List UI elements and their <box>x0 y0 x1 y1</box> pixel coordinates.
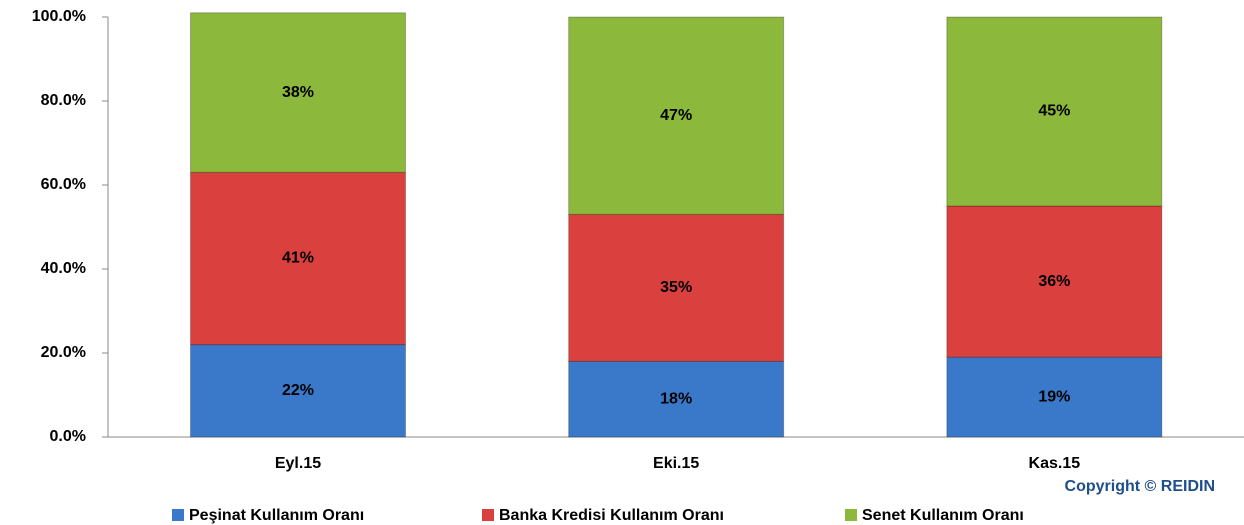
legend-swatch <box>845 509 857 521</box>
x-tick-label: Eki.15 <box>653 455 699 472</box>
data-label: 18% <box>660 390 692 407</box>
legend-label: Banka Kredisi Kullanım Oranı <box>499 507 724 524</box>
data-label: 38% <box>282 84 314 101</box>
data-label: 45% <box>1038 103 1070 120</box>
bar-segment <box>190 344 406 438</box>
data-label: 41% <box>282 250 314 267</box>
bar-segment <box>190 12 406 173</box>
data-label: 19% <box>1038 388 1070 405</box>
y-tick-label: 20.0% <box>41 344 86 361</box>
y-tick-label: 60.0% <box>41 176 86 193</box>
data-label: 36% <box>1038 273 1070 290</box>
bar-segment <box>190 171 406 346</box>
bar-segment <box>568 360 785 438</box>
legend-label: Peşinat Kullanım Oranı <box>189 507 364 524</box>
data-label: 35% <box>660 279 692 296</box>
y-tick-label: 40.0% <box>41 260 86 277</box>
bar-segment <box>946 16 1163 207</box>
bar-segment <box>568 16 785 215</box>
bar-segment <box>568 213 785 362</box>
data-label: 47% <box>660 107 692 124</box>
legend-swatch <box>482 509 494 521</box>
y-tick-label: 80.0% <box>41 92 86 109</box>
bar-segment <box>946 205 1163 358</box>
x-tick-label: Eyl.15 <box>275 455 321 472</box>
y-tick-label: 100.0% <box>32 8 86 25</box>
copyright: Copyright © REIDIN <box>1065 478 1215 495</box>
legend-swatch <box>172 509 184 521</box>
x-tick-label: Kas.15 <box>1029 455 1081 472</box>
legend-label: Senet Kullanım Oranı <box>862 507 1024 524</box>
data-label: 22% <box>282 382 314 399</box>
y-tick-label: 0.0% <box>50 428 86 445</box>
